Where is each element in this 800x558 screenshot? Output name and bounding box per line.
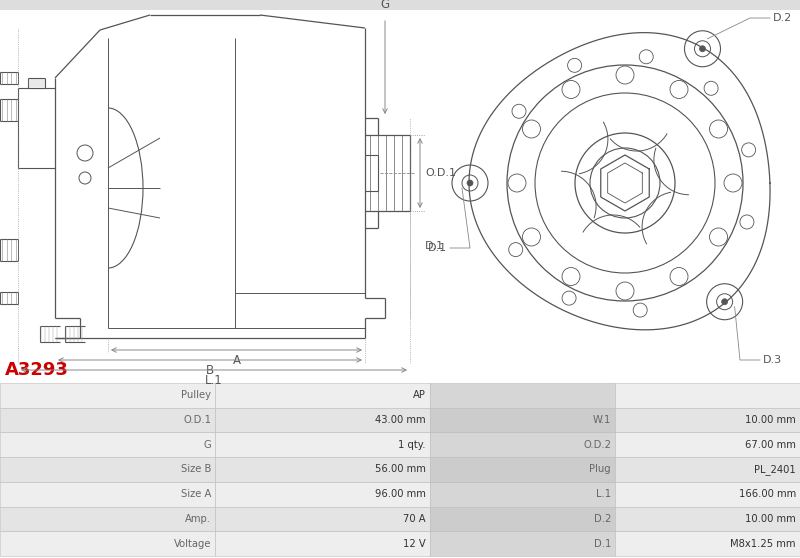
Bar bbox=[0, 408, 215, 432]
Bar bbox=[0, 457, 215, 482]
Text: D.1: D.1 bbox=[425, 241, 444, 251]
Text: 166.00 mm: 166.00 mm bbox=[738, 489, 796, 499]
Text: G: G bbox=[381, 0, 390, 11]
Text: AP: AP bbox=[413, 391, 426, 400]
Text: L.1: L.1 bbox=[596, 489, 611, 499]
Text: 10.00 mm: 10.00 mm bbox=[746, 514, 796, 524]
Bar bbox=[215, 408, 430, 432]
Text: D.1: D.1 bbox=[594, 538, 611, 549]
Bar bbox=[615, 432, 800, 457]
Text: Pulley: Pulley bbox=[181, 391, 211, 400]
Text: M8x1.25 mm: M8x1.25 mm bbox=[730, 538, 796, 549]
Bar bbox=[430, 432, 615, 457]
Text: PL_2401: PL_2401 bbox=[754, 464, 796, 475]
Text: 10.00 mm: 10.00 mm bbox=[746, 415, 796, 425]
Text: L.1: L.1 bbox=[205, 374, 223, 387]
Bar bbox=[430, 531, 615, 556]
Text: 56.00 mm: 56.00 mm bbox=[375, 464, 426, 474]
Text: 12 V: 12 V bbox=[403, 538, 426, 549]
Text: Voltage: Voltage bbox=[174, 538, 211, 549]
Bar bbox=[430, 507, 615, 531]
Bar bbox=[430, 383, 615, 408]
Bar bbox=[615, 408, 800, 432]
Bar bbox=[0, 482, 215, 507]
Text: 96.00 mm: 96.00 mm bbox=[375, 489, 426, 499]
Text: O.D.2: O.D.2 bbox=[583, 440, 611, 450]
Bar bbox=[0, 531, 215, 556]
Text: D.2: D.2 bbox=[594, 514, 611, 524]
Bar bbox=[215, 457, 430, 482]
Text: B: B bbox=[206, 364, 214, 377]
Bar bbox=[615, 507, 800, 531]
Text: Size B: Size B bbox=[181, 464, 211, 474]
Bar bbox=[430, 457, 615, 482]
Bar bbox=[615, 531, 800, 556]
Text: Amp.: Amp. bbox=[185, 514, 211, 524]
Text: D.3: D.3 bbox=[763, 355, 782, 365]
Text: Size A: Size A bbox=[181, 489, 211, 499]
Bar bbox=[430, 482, 615, 507]
Bar bbox=[215, 482, 430, 507]
Circle shape bbox=[699, 46, 706, 52]
Text: Plug: Plug bbox=[590, 464, 611, 474]
Bar bbox=[0, 432, 215, 457]
Text: A3293: A3293 bbox=[5, 361, 69, 379]
Text: A: A bbox=[233, 354, 241, 367]
Circle shape bbox=[467, 180, 473, 186]
Text: O.D.1: O.D.1 bbox=[425, 168, 456, 178]
Bar bbox=[615, 383, 800, 408]
Text: 1 qty.: 1 qty. bbox=[398, 440, 426, 450]
Bar bbox=[430, 408, 615, 432]
Text: G: G bbox=[203, 440, 211, 450]
Bar bbox=[615, 482, 800, 507]
Bar bbox=[615, 457, 800, 482]
Text: 70 A: 70 A bbox=[403, 514, 426, 524]
Text: O.D.1: O.D.1 bbox=[183, 415, 211, 425]
Text: 43.00 mm: 43.00 mm bbox=[375, 415, 426, 425]
Bar bbox=[215, 432, 430, 457]
Circle shape bbox=[722, 299, 728, 305]
Bar bbox=[0, 383, 215, 408]
Text: D.2: D.2 bbox=[773, 13, 792, 23]
Bar bbox=[215, 383, 430, 408]
Text: W.1: W.1 bbox=[593, 415, 611, 425]
Text: 67.00 mm: 67.00 mm bbox=[745, 440, 796, 450]
Bar bbox=[215, 507, 430, 531]
Bar bbox=[215, 531, 430, 556]
Bar bbox=[0, 0, 800, 10]
Text: D.1: D.1 bbox=[428, 243, 447, 253]
Bar bbox=[0, 507, 215, 531]
